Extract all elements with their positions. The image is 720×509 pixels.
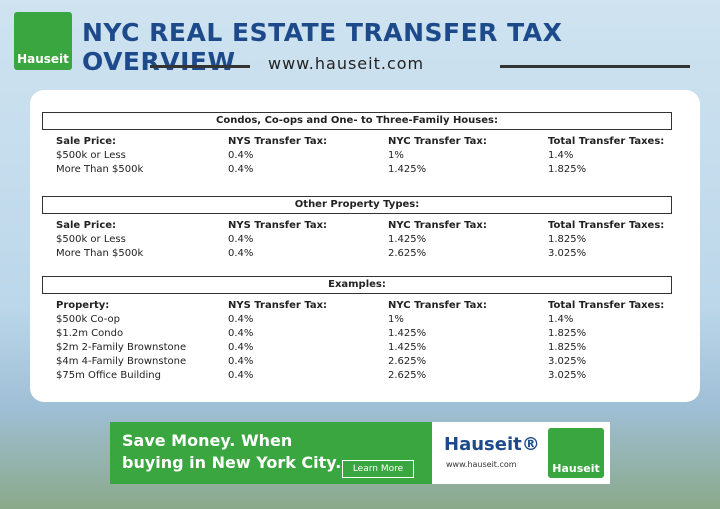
table-cell: 1.425% — [388, 328, 427, 339]
banner[interactable]: Save Money. When buying in New York City… — [110, 422, 610, 484]
table-cell: More Than $500k — [56, 248, 144, 259]
table-cell: More Than $500k — [56, 164, 144, 175]
table-cell: 1.425% — [388, 164, 427, 175]
section-title: Condos, Co-ops and One- to Three-Family … — [42, 112, 672, 130]
rule — [150, 65, 250, 68]
column-header: Sale Price: — [56, 136, 117, 147]
table-cell: 1.4% — [548, 150, 574, 161]
banner-button[interactable]: Learn More — [342, 460, 414, 478]
table-cell: 1.425% — [388, 234, 427, 245]
column-header: NYC Transfer Tax: — [388, 136, 487, 147]
column-header: Total Transfer Taxes: — [548, 220, 665, 231]
table-cell: 2.625% — [388, 248, 427, 259]
table-cell: 0.4% — [228, 370, 254, 381]
banner-green — [110, 422, 432, 484]
column-header: Sale Price: — [56, 220, 117, 231]
column-header: Total Transfer Taxes: — [548, 136, 665, 147]
table-cell: 1.825% — [548, 328, 587, 339]
table-cell: 0.4% — [228, 314, 254, 325]
column-header: NYC Transfer Tax: — [388, 300, 487, 311]
table-cell: 1.825% — [548, 234, 587, 245]
column-header: Total Transfer Taxes: — [548, 300, 665, 311]
banner-brand: Hauseit® — [444, 434, 540, 455]
table-cell: 3.025% — [548, 356, 587, 367]
table-cell: $2m 2-Family Brownstone — [56, 342, 187, 353]
table-cell: 3.025% — [548, 370, 587, 381]
table-cell: 0.4% — [228, 234, 254, 245]
table-cell: 2.625% — [388, 356, 427, 367]
banner-logo: Hauseit — [548, 428, 604, 478]
table-cell: 0.4% — [228, 356, 254, 367]
banner-url: www.hauseit.com — [446, 460, 517, 469]
url: www.hauseit.com — [268, 54, 425, 73]
table-cell: 1.825% — [548, 164, 587, 175]
banner-headline: Save Money. When buying in New York City… — [122, 431, 342, 472]
logo: Hauseit — [14, 12, 72, 70]
table-cell: 0.4% — [228, 342, 254, 353]
section-title: Examples: — [42, 276, 672, 294]
table-cell: $500k or Less — [56, 234, 126, 245]
table-cell: 0.4% — [228, 328, 254, 339]
table-cell: 1% — [388, 314, 404, 325]
section-title: Other Property Types: — [42, 196, 672, 214]
rule — [500, 65, 690, 68]
column-header: Property: — [56, 300, 110, 311]
table-cell: 1% — [388, 150, 404, 161]
table-cell: $4m 4-Family Brownstone — [56, 356, 187, 367]
table-cell: 0.4% — [228, 248, 254, 259]
card — [30, 90, 700, 402]
title: NYC REAL ESTATE TRANSFER TAX OVERVIEW — [82, 18, 563, 76]
table-cell: 1.4% — [548, 314, 574, 325]
column-header: NYS Transfer Tax: — [228, 300, 328, 311]
table-cell: 1.825% — [548, 342, 587, 353]
table-cell: 3.025% — [548, 248, 587, 259]
table-cell: 1.425% — [388, 342, 427, 353]
column-header: NYS Transfer Tax: — [228, 220, 328, 231]
table-cell: $500k Co-op — [56, 314, 120, 325]
table-cell: 0.4% — [228, 150, 254, 161]
table-cell: $1.2m Condo — [56, 328, 124, 339]
column-header: NYS Transfer Tax: — [228, 136, 328, 147]
table-cell: 2.625% — [388, 370, 427, 381]
column-header: NYC Transfer Tax: — [388, 220, 487, 231]
table-cell: $75m Office Building — [56, 370, 161, 381]
table-cell: 0.4% — [228, 164, 254, 175]
table-cell: $500k or Less — [56, 150, 126, 161]
